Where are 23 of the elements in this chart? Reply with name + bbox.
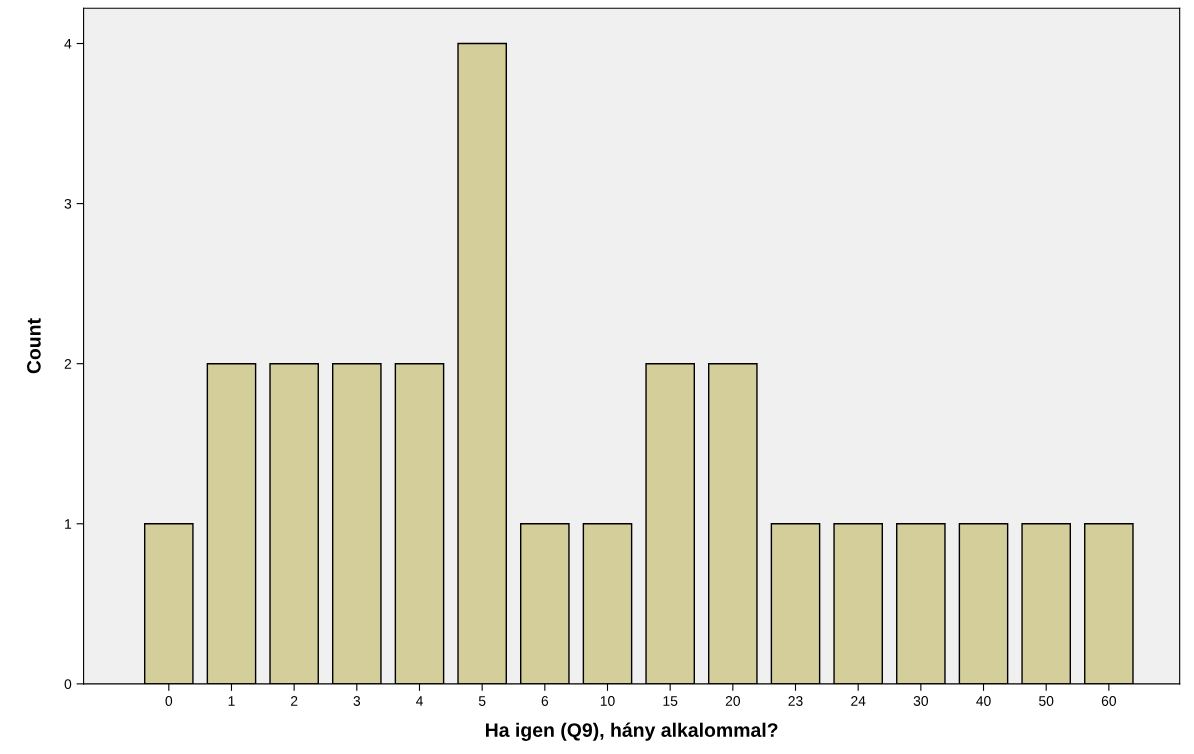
y-tick-label: 3: [64, 198, 72, 209]
x-tick-label: 2: [290, 696, 298, 706]
x-tick-label: 15: [663, 696, 678, 706]
x-tick-label: 30: [913, 696, 929, 706]
x-tick-label: 40: [976, 696, 991, 706]
x-tick-label: 6: [541, 696, 549, 706]
x-tick-label: 0: [165, 696, 173, 706]
x-tick-label: 60: [1101, 696, 1117, 706]
x-tick-label: 10: [600, 696, 615, 706]
x-axis-title: Ha igen (Q9), hány alkalommal?: [485, 722, 778, 741]
x-tick-label: 23: [788, 696, 803, 706]
y-tick-label: 0: [64, 679, 72, 690]
x-tick-label: 1: [228, 696, 235, 706]
y-tick-label: 2: [64, 359, 72, 369]
x-tick-label: 5: [478, 696, 486, 706]
x-tick-label: 3: [353, 696, 361, 706]
x-tick-label: 50: [1039, 696, 1054, 706]
x-tick-label: 24: [851, 696, 866, 706]
y-tick-label: 4: [64, 38, 72, 49]
y-axis-title: Count: [26, 318, 41, 374]
y-tick-label: 1: [65, 519, 72, 529]
x-tick-label: 4: [415, 696, 423, 706]
x-tick-label: 20: [725, 696, 741, 706]
